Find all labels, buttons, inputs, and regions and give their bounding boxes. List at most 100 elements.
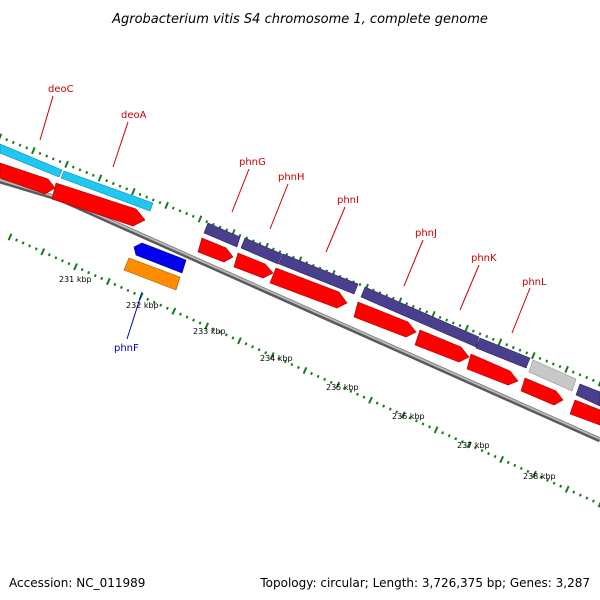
- minor-tick: [28, 244, 32, 248]
- minor-tick: [100, 276, 104, 281]
- minor-tick: [54, 256, 58, 260]
- minor-tick: [518, 348, 522, 352]
- cds-right-edge[interactable]: [569, 399, 600, 426]
- minor-tick: [118, 184, 122, 188]
- map-title: Agrobacterium vitis S4 chromosome 1, com…: [111, 12, 488, 27]
- minor-tick: [421, 422, 425, 426]
- major-tick: [97, 174, 103, 182]
- minor-tick: [257, 348, 261, 352]
- minor-tick: [585, 375, 589, 380]
- gene-phnG-feature[interactable]: [203, 222, 241, 248]
- major-tick: [31, 147, 36, 155]
- label-phnH: phnH: [278, 172, 305, 183]
- label-deoA: deoA: [121, 110, 147, 121]
- label-phnF: phnF: [114, 343, 139, 354]
- minor-tick: [198, 321, 202, 325]
- minor-tick: [310, 371, 314, 376]
- minor-tick: [119, 285, 123, 290]
- minor-tick: [278, 250, 282, 254]
- cds-phnK-b[interactable]: [466, 353, 519, 386]
- minor-tick: [505, 343, 509, 347]
- minor-tick: [395, 410, 399, 414]
- cds-phnL[interactable]: [520, 377, 564, 406]
- minor-tick: [264, 351, 268, 355]
- minor-tick: [578, 373, 582, 377]
- gene-phnF-blue-feature[interactable]: [133, 242, 187, 274]
- major-tick: [204, 322, 210, 330]
- cds-phnJ[interactable]: [353, 301, 417, 338]
- minor-tick: [51, 157, 55, 161]
- minor-tick: [585, 496, 589, 500]
- minor-tick: [5, 138, 9, 142]
- cds-phnI[interactable]: [269, 267, 348, 309]
- major-tick: [105, 277, 111, 286]
- minor-tick: [85, 170, 89, 175]
- inner-tick-ring: [7, 233, 600, 508]
- minor-tick: [231, 336, 235, 340]
- scale-label-235: 235 kbp: [326, 383, 359, 392]
- feature-track: [0, 143, 600, 426]
- minor-tick: [362, 395, 366, 399]
- minor-tick: [513, 463, 517, 468]
- genome-backbone: [0, 178, 600, 443]
- major-tick: [7, 233, 13, 241]
- minor-tick: [113, 282, 117, 287]
- minor-tick: [45, 154, 49, 158]
- scale-label-234: 234 kbp: [260, 354, 293, 363]
- minor-tick: [546, 478, 550, 482]
- minor-tick: [441, 431, 445, 435]
- minor-tick: [454, 437, 458, 441]
- minor-tick: [358, 283, 362, 287]
- minor-tick: [571, 370, 575, 374]
- minor-tick: [438, 315, 442, 319]
- gene-phnJ-feature[interactable]: [360, 286, 480, 348]
- minor-tick: [316, 374, 320, 378]
- scale-label-231: 231 kbp: [59, 275, 92, 284]
- minor-tick: [126, 288, 130, 292]
- minor-tick: [60, 259, 64, 263]
- minor-tick: [418, 307, 422, 311]
- scale-label-237: 237 kbp: [457, 441, 490, 450]
- label-phnI: phnI: [337, 195, 359, 206]
- minor-tick: [525, 351, 529, 355]
- minor-tick: [18, 143, 22, 147]
- cds-deoC[interactable]: [0, 162, 56, 195]
- minor-tick: [538, 356, 542, 360]
- cds-phnK-a[interactable]: [414, 329, 470, 363]
- gene-phnK-feature[interactable]: [475, 337, 531, 369]
- gene-deoC-feature[interactable]: [0, 143, 63, 178]
- gene-phnI-feature[interactable]: [278, 253, 359, 295]
- minor-tick: [178, 209, 182, 213]
- minor-tick: [138, 192, 142, 196]
- minor-tick: [414, 419, 418, 423]
- cds-deoA[interactable]: [51, 182, 146, 227]
- gene-deoA-feature[interactable]: [60, 170, 154, 212]
- minor-tick: [277, 356, 281, 361]
- gene-right-edge-feature[interactable]: [575, 383, 600, 407]
- scale-label-232: 232 kbp: [126, 301, 159, 310]
- minor-tick: [178, 312, 182, 316]
- cds-phnH[interactable]: [233, 252, 274, 279]
- minor-tick: [80, 268, 84, 272]
- minor-tick: [478, 332, 482, 336]
- minor-tick: [405, 302, 409, 306]
- minor-tick: [408, 416, 412, 420]
- minor-tick: [329, 380, 333, 385]
- scale-label-layer: 231 kbp 232 kbp 233 kbp 234 kbp 235 kbp …: [59, 275, 556, 481]
- minor-tick: [323, 377, 327, 382]
- gene-phnF-feature[interactable]: [123, 257, 181, 291]
- gene-phnH-feature[interactable]: [240, 237, 283, 265]
- minor-tick: [78, 168, 82, 172]
- cds-phnG[interactable]: [197, 237, 234, 263]
- minor-tick: [15, 238, 19, 242]
- minor-tick: [218, 330, 222, 334]
- minor-tick: [192, 318, 196, 322]
- minor-tick: [591, 378, 595, 382]
- minor-tick: [506, 460, 510, 465]
- minor-tick: [411, 304, 415, 309]
- minor-tick: [225, 228, 229, 232]
- minor-tick: [552, 481, 556, 485]
- minor-tick: [493, 454, 497, 459]
- gene-grey-feature[interactable]: [528, 359, 577, 392]
